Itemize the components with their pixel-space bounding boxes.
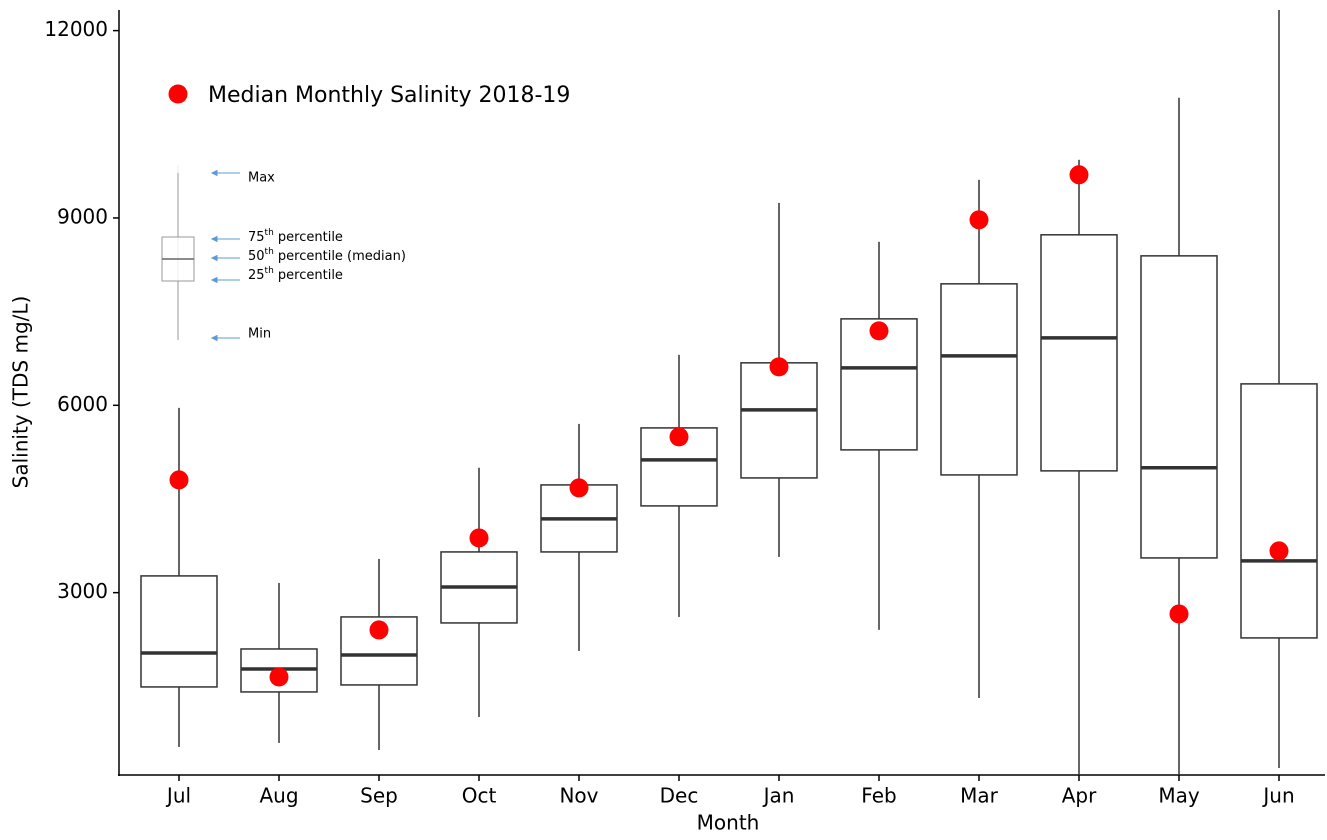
box xyxy=(1040,234,1118,472)
box xyxy=(840,318,918,451)
median-dot xyxy=(669,427,689,447)
median-dot xyxy=(369,620,389,640)
key-label: 75th percentile xyxy=(248,228,343,245)
x-tick-label: Oct xyxy=(462,784,497,808)
median-dot xyxy=(869,321,889,341)
x-tick-label: Jan xyxy=(762,784,795,808)
x-tick-label: Apr xyxy=(1062,784,1097,808)
y-tick-label: 3000 xyxy=(57,579,108,603)
box xyxy=(940,283,1018,476)
y-axis-title: Salinity (TDS mg/L) xyxy=(9,296,33,489)
median-dot xyxy=(769,357,789,377)
x-tick-label: Nov xyxy=(559,784,598,808)
median-dot xyxy=(169,470,189,490)
y-tick-label: 9000 xyxy=(57,204,108,228)
box xyxy=(140,575,218,688)
box xyxy=(740,362,818,479)
x-tick-label: Mar xyxy=(960,784,999,808)
key-sup: th xyxy=(265,228,274,238)
median-dot xyxy=(569,478,589,498)
median-dot xyxy=(469,528,489,548)
median-dot xyxy=(269,667,289,687)
key-sup: th xyxy=(265,266,274,276)
median-dot xyxy=(1169,604,1189,624)
y-tick-label: 12000 xyxy=(44,17,108,41)
median-dot xyxy=(969,210,989,230)
median-dot xyxy=(1069,165,1089,185)
key-label: Min xyxy=(248,327,271,342)
key-label: 25th percentile xyxy=(248,266,343,283)
box-key: Max 75th percentile 50th percentile (med… xyxy=(161,165,406,342)
key-rest: percentile xyxy=(274,230,343,245)
key-label: Max xyxy=(248,171,275,186)
x-tick-label: May xyxy=(1158,784,1200,808)
box xyxy=(1240,383,1318,639)
key-sup: th xyxy=(265,247,274,257)
median-dot xyxy=(1269,541,1289,561)
x-tick-label: Jun xyxy=(1261,784,1294,808)
key-lead: 50 xyxy=(248,249,265,264)
legend-label: Median Monthly Salinity 2018-19 xyxy=(208,83,570,108)
key-rest: percentile xyxy=(274,268,343,283)
x-tick-label: Aug xyxy=(259,784,298,808)
key-label: 50th percentile (median) xyxy=(248,247,406,264)
box xyxy=(1140,255,1218,559)
x-tick-label: Jul xyxy=(165,784,191,808)
box xyxy=(640,427,718,507)
key-rest: percentile (median) xyxy=(274,249,406,264)
x-tick-label: Sep xyxy=(360,784,398,808)
y-tick-label: 6000 xyxy=(57,392,108,416)
x-tick-label: Dec xyxy=(660,784,699,808)
x-axis-title: Month xyxy=(697,811,760,835)
x-tick-label: Feb xyxy=(861,784,896,808)
key-arrows xyxy=(210,169,240,342)
legend-marker xyxy=(168,84,188,104)
key-lead: 25 xyxy=(248,268,265,283)
key-lead: 75 xyxy=(248,230,265,245)
